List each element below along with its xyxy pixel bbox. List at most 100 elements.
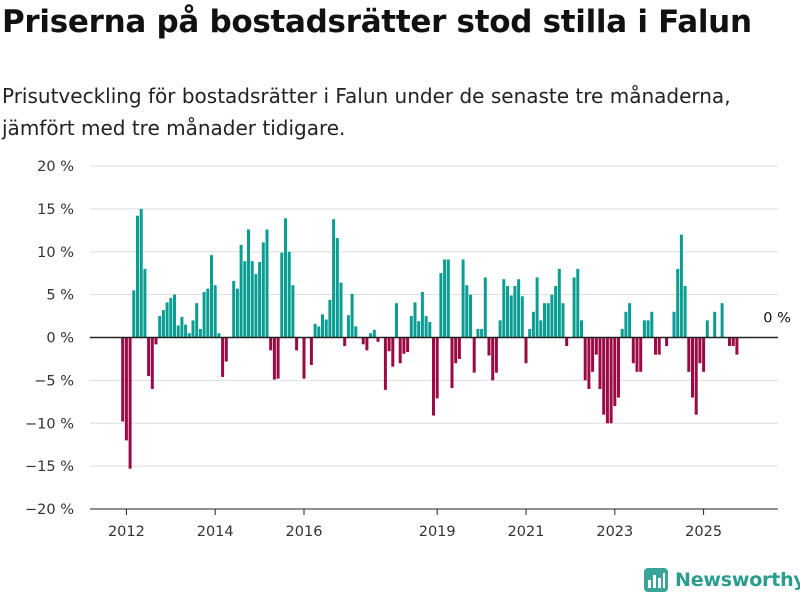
bar-positive — [243, 261, 247, 338]
bar-negative — [609, 337, 613, 424]
bar-positive — [720, 303, 724, 338]
bar-positive — [705, 320, 709, 338]
bar-positive — [372, 329, 376, 338]
bar-positive — [313, 323, 317, 338]
axes — [90, 336, 778, 515]
bar-positive — [546, 303, 550, 338]
bar-positive — [339, 282, 343, 338]
bar-positive — [165, 302, 169, 338]
bar-positive — [202, 292, 206, 338]
bar-negative — [598, 337, 602, 389]
bar-positive — [580, 320, 583, 338]
bar-negative — [657, 337, 661, 355]
bar-positive — [672, 311, 676, 338]
bar-positive — [628, 303, 632, 338]
bar-negative — [698, 337, 702, 364]
bar-positive — [409, 316, 413, 338]
bar-positive — [254, 274, 258, 338]
bar-positive — [232, 280, 236, 338]
bar-negative — [635, 337, 639, 372]
bar-positive — [461, 259, 465, 338]
bar-positive — [176, 325, 180, 338]
bar-positive — [624, 311, 628, 338]
bar-positive — [646, 320, 650, 338]
bar-positive — [184, 324, 188, 338]
bar-negative — [398, 337, 402, 364]
bar-positive — [480, 328, 484, 338]
bar-positive — [328, 299, 332, 338]
x-tick-label: 2016 — [286, 524, 323, 540]
bar-negative — [224, 337, 228, 362]
brand-logo: Newsworthy — [644, 568, 800, 592]
bar-negative — [654, 337, 657, 355]
bar-positive — [317, 326, 321, 338]
bar-positive — [169, 298, 173, 338]
bar-positive — [143, 268, 147, 338]
bar-positive — [528, 328, 532, 338]
x-tick-label: 2023 — [596, 524, 633, 540]
bar-positive — [161, 310, 165, 338]
bar-negative — [128, 337, 132, 469]
bar-positive — [132, 290, 136, 338]
y-tick-label: −15 % — [25, 459, 74, 475]
bar-positive — [413, 302, 417, 338]
bar-negative — [605, 337, 609, 424]
bar-positive — [642, 320, 646, 338]
y-tick-label: 0 % — [46, 331, 74, 347]
bar-negative — [631, 337, 635, 364]
bar-negative — [602, 337, 606, 415]
x-tick-label: 2014 — [197, 524, 234, 540]
bar-negative — [276, 337, 280, 379]
bar-positive — [446, 259, 450, 338]
bar-negative — [583, 337, 587, 381]
bar-positive — [346, 315, 350, 338]
bar-positive — [139, 208, 143, 338]
bar-positive — [324, 319, 328, 338]
bar-positive — [561, 303, 565, 338]
bar-positive — [572, 277, 576, 338]
bar-negative — [124, 337, 128, 441]
bar-positive — [428, 322, 432, 338]
bar-positive — [261, 242, 265, 338]
bar-negative — [613, 337, 617, 407]
bar-positive — [620, 328, 624, 338]
bar-negative — [454, 337, 458, 364]
bar-negative — [472, 337, 476, 373]
bar-positive — [554, 286, 558, 338]
bar-positive — [543, 303, 546, 338]
x-tick-label: 2025 — [685, 524, 722, 540]
bar-negative — [565, 337, 569, 347]
bar-positive — [217, 333, 221, 338]
bar-negative — [591, 337, 595, 372]
bar-positive — [417, 321, 421, 338]
bar-positive — [517, 279, 521, 338]
bar-positive — [250, 261, 254, 338]
bar-positive — [713, 311, 717, 338]
bar-positive — [210, 255, 213, 338]
bar-positive — [679, 234, 683, 338]
bar-negative — [150, 337, 154, 389]
bars — [121, 208, 739, 469]
bar-negative — [272, 337, 276, 380]
bar-positive — [498, 320, 502, 338]
bar-positive — [465, 285, 469, 338]
bar-negative — [376, 337, 380, 342]
bar-positive — [258, 262, 262, 338]
bar-negative — [269, 337, 273, 351]
y-tick-label: −20 % — [25, 502, 74, 518]
bar-negative — [587, 337, 591, 389]
bar-positive — [187, 333, 191, 338]
chart-subtitle: Prisutveckling för bostadsrätter i Falun… — [2, 84, 731, 140]
bar-negative — [406, 337, 410, 353]
y-tick-label: 20 % — [37, 159, 74, 175]
bar-positive — [291, 285, 295, 338]
bar-negative — [617, 337, 620, 398]
bar-negative — [387, 337, 391, 352]
bar-positive — [195, 303, 199, 338]
y-tick-label: 5 % — [46, 288, 74, 304]
bar-positive — [424, 316, 428, 338]
bar-negative — [639, 337, 643, 372]
bar-chart: 20 % 15 % 10 % 5 % 0 % −5 % −10 % −15 % −20 % 201… — [25, 159, 791, 540]
bar-positive — [395, 303, 398, 338]
bar-positive — [247, 229, 250, 338]
